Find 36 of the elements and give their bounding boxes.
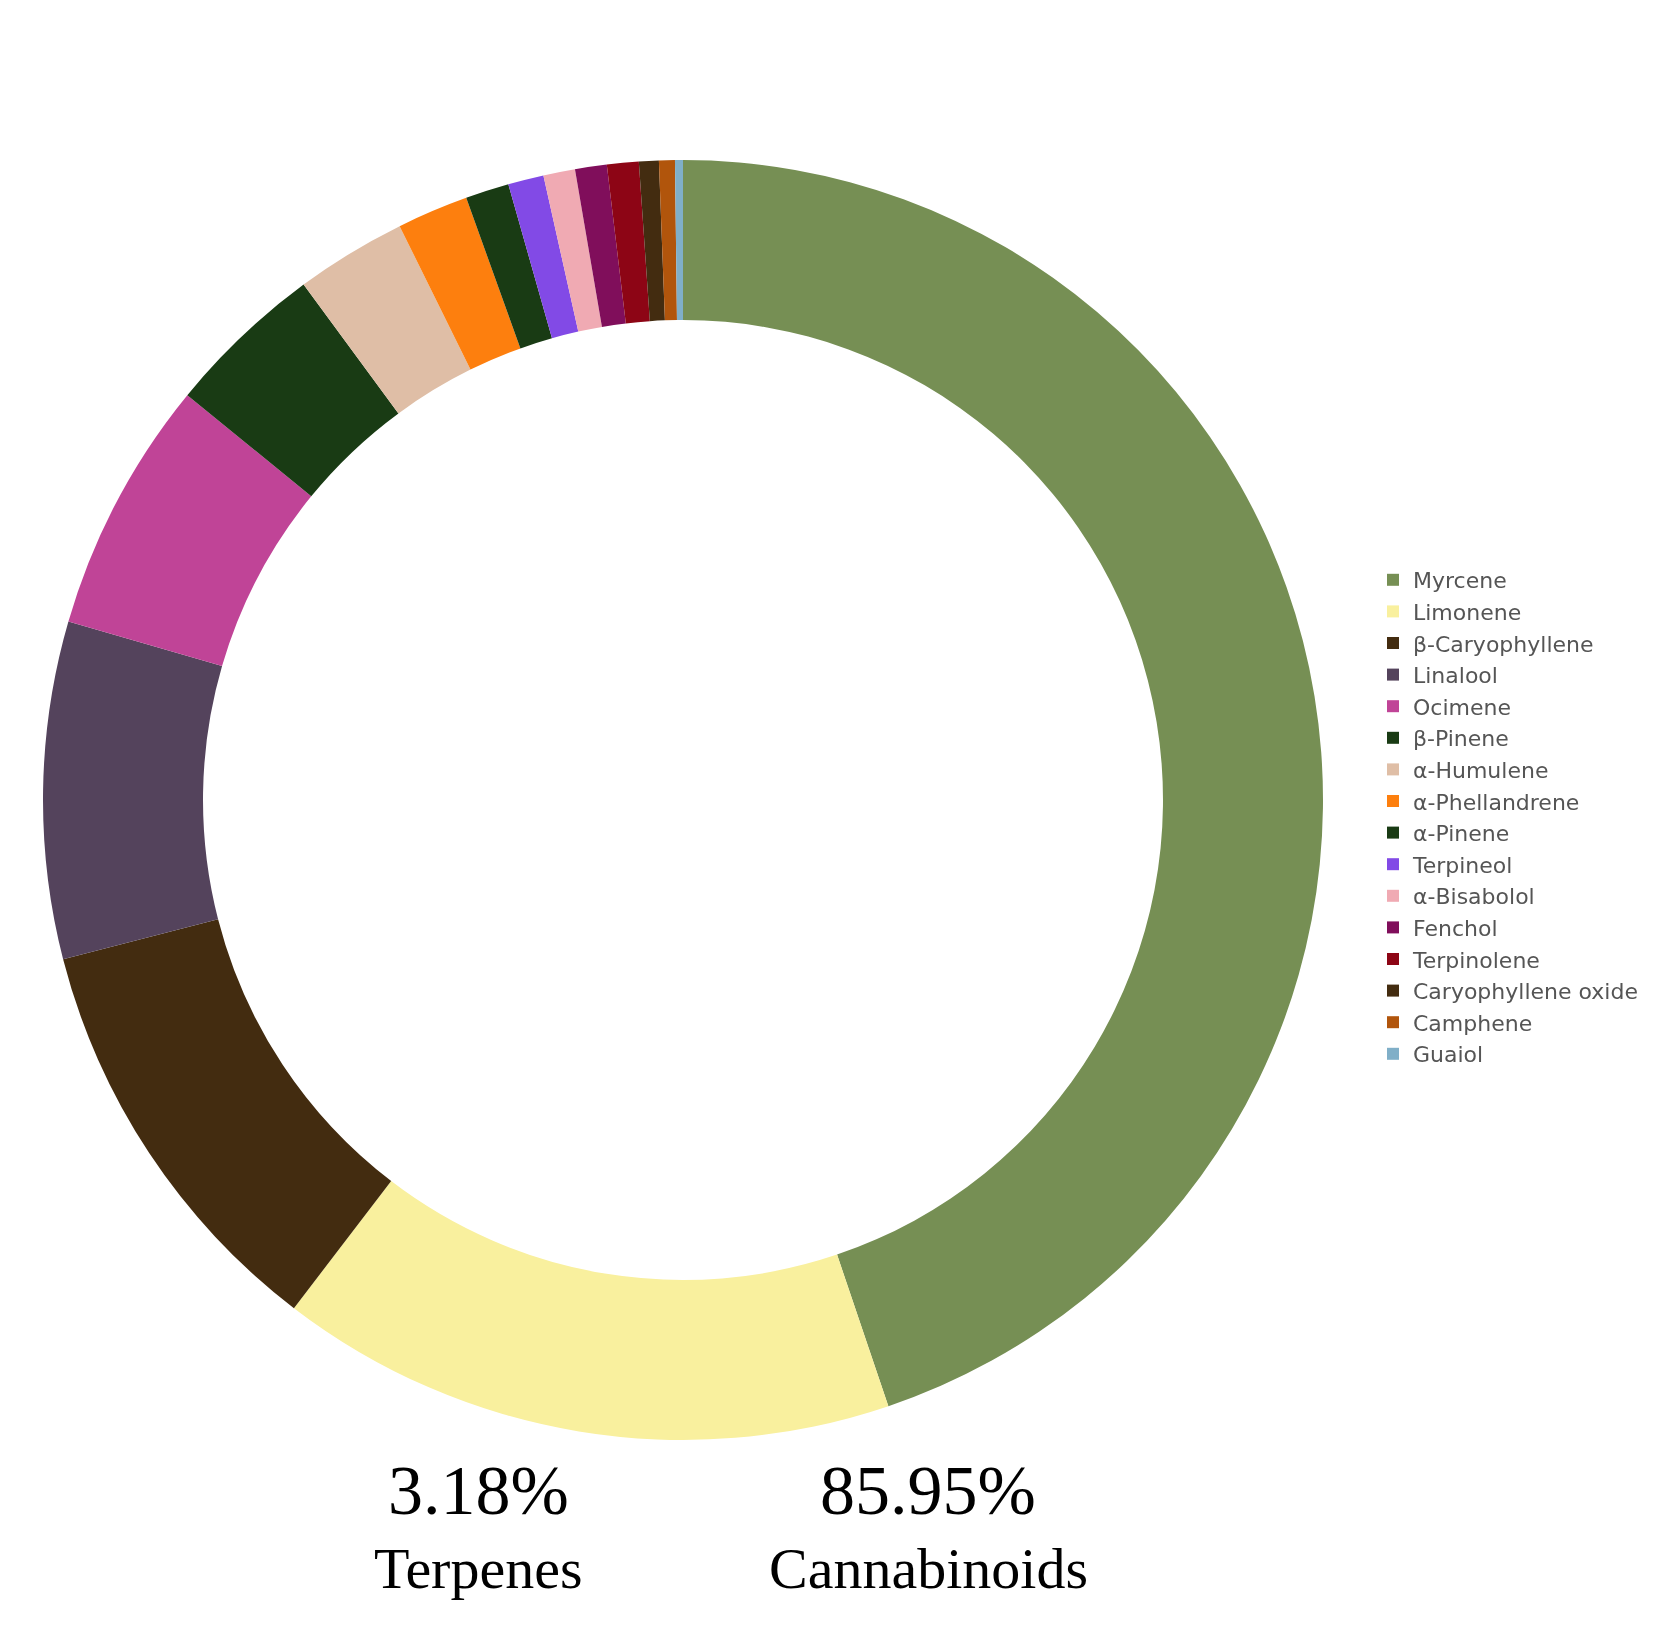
legend-label: Caryophyllene oxide [1413,979,1638,1005]
text: Terpenes [374,1536,583,1601]
donut-slice [543,169,602,332]
legend-label: α-Humulene [1413,757,1549,783]
legend-label: Myrcene [1413,568,1507,594]
donut-slice [683,160,1323,1407]
donut-slice [399,197,521,370]
donut-slice [466,184,552,349]
donut-slice [638,160,665,322]
legend-label: Limonene [1413,599,1522,625]
legend-label: Fenchol [1413,915,1498,941]
donut-slice [574,164,626,327]
donut-slice [43,621,223,960]
donut-slice [293,1181,889,1440]
legend-label: β-Pinene [1413,726,1509,752]
text: 3.18% [388,1452,569,1529]
donut-slice [508,175,579,339]
legend-label: β-Caryophyllene [1413,631,1594,657]
legend-label: Guaiol [1413,1042,1484,1068]
text: Cannabinoids [769,1536,1088,1601]
text: 85.95% [820,1452,1036,1529]
legend-label: α-Bisabolol [1413,884,1535,910]
donut-slice [674,160,683,321]
legend-label: α-Pinene [1413,821,1510,847]
donut-slice [63,919,392,1309]
legend-label: Camphene [1413,1010,1533,1036]
legend-label: Terpineol [1412,852,1513,878]
legend-label: α-Phellandrene [1413,789,1580,815]
donut-slice [303,226,471,414]
legend-label: Linalool [1413,663,1498,689]
donut-slice [658,160,677,321]
legend-label: Ocimene [1413,694,1511,720]
donut-slice [68,395,312,667]
legend-label: Terpinolene [1412,947,1540,973]
donut-slice [606,161,650,324]
donut-slice [187,284,399,497]
